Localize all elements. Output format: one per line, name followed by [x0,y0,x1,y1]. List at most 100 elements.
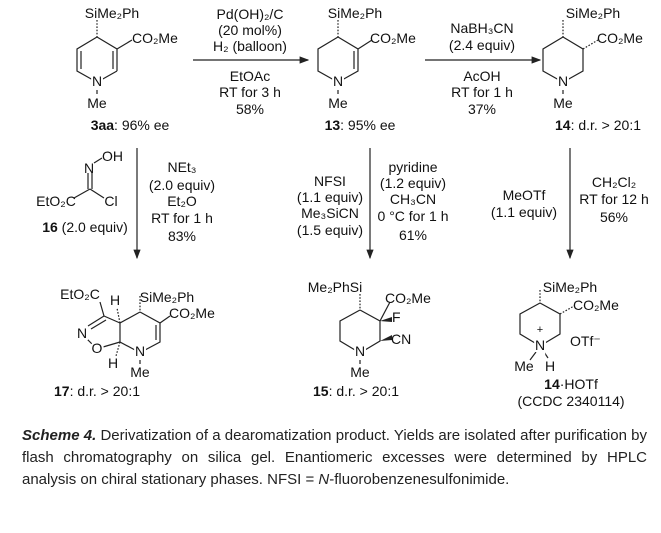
text-label: CO₂Me [370,30,416,46]
text-label: EtOAc [230,68,270,84]
scheme-number: Scheme 4. [22,427,97,444]
text-label: OH [102,148,123,164]
bond [89,188,105,199]
silyl-group-label: SiMe₂Ph [85,5,139,21]
text-label: MeOTf [503,187,546,203]
bond [90,319,107,330]
hashed-bond [559,305,575,315]
text-label: SiMe₂Ph [543,279,597,295]
svg-text:13: 95% ee: 13: 95% ee [325,117,396,133]
text-label: Cl [104,193,117,209]
text-label: : d.r. > 20:1 [329,383,400,399]
text-label: 37% [468,101,496,117]
text-label: N [558,73,568,89]
text-label: (1.5 equiv) [297,222,363,238]
text-label: (20 mol%) [218,22,282,38]
svg-text:14: d.r. > 20:1: 14: d.r. > 20:1 [555,117,641,133]
reaction-arrow-1: Pd(OH)₂/C (20 mol%) H₂ (balloon) EtOAc R… [193,6,310,117]
bond [102,341,121,348]
text-label: 0 °C for 1 h [378,208,449,224]
text-label: CH₃CN [390,191,436,207]
svg-text:16 (2.0 equiv): 16 (2.0 equiv) [42,219,128,235]
compound-label: 3aa: 96% ee [91,117,170,133]
text-label: SiMe₂Ph [140,289,194,305]
text-label: Me [553,95,573,111]
svg-text:15: d.r. > 20:1: 15: d.r. > 20:1 [313,383,399,399]
text-label: 56% [600,209,628,225]
text-label: H [110,292,120,308]
text-label: (2.4 equiv) [449,37,515,53]
scheme-caption: Scheme 4. Derivatization of a dearomatiz… [22,425,647,491]
text-label: H [545,358,555,374]
text-label: N [333,73,343,89]
text-label: Me [514,358,534,374]
bond [529,351,537,361]
reaction-arrow-3: N OH EtO₂C Cl 16 (2.0 equiv) NEt₃ (2.0 e… [36,148,215,260]
hashed-bond [115,341,121,357]
bond [85,337,93,345]
text-label: CO₂Me [385,290,431,306]
text-label: : d.r. > 20:1 [571,117,642,133]
text-label: 14 [544,376,560,392]
text-label: RT for 1 h [451,84,513,100]
text-label: 16 [42,219,58,235]
bond [542,36,564,81]
text-label: (2.0 equiv) [149,177,215,193]
text-label: Derivatization of a dearomatization prod… [22,427,647,488]
text-label: (1.1 equiv) [297,189,363,205]
bond [519,302,541,344]
text-label: CO₂Me [169,305,215,321]
compound-3aa: SiMe₂Ph CO₂Me N Me 3aa: 96% ee [76,5,178,133]
text-label: CH₂Cl₂ [592,174,636,190]
text-label: 14 [555,117,571,133]
text-label: EtO₂C [60,286,100,302]
text-label: 15 [313,383,329,399]
text-label: F [392,309,401,325]
reaction-scheme: SiMe₂Ph CO₂Me N Me 3aa: 96% ee Pd(OH)₂/C… [36,5,649,409]
bond [562,36,584,81]
bond [317,36,339,81]
methyl-label: Me [87,95,107,111]
text-label: + [537,324,543,336]
svg-text:17: d.r. > 20:1: 17: d.r. > 20:1 [54,383,140,399]
text-label: EtO₂C [36,193,76,209]
bond [103,315,121,324]
bond [87,315,105,327]
bond [379,301,391,322]
compound-14: SiMe₂Ph CO₂Me N Me 14: d.r. > 20:1 [542,5,643,133]
hashed-bond [582,39,599,50]
compound-13: SiMe₂Ph CO₂Me N Me 13: 95% ee [317,5,416,133]
ester-label: CO₂Me [132,30,178,46]
text-label: : 95% ee [340,117,395,133]
text-label: NEt₃ [167,159,196,175]
ccdc-number: (CCDC 2340114) [517,393,624,409]
bond [159,315,171,324]
text-label: Pd(OH)₂/C [217,6,284,22]
text-label: NaBH₃CN [450,20,513,36]
text-label: (1.1 equiv) [491,204,557,220]
text-label: AcOH [463,68,500,84]
compound-14-hotf: SiMe₂Ph CO₂Me + N Me H OTf⁻ 14·HOTf (CCD… [514,279,624,409]
text-label: H [108,355,118,371]
bond [119,311,141,351]
text-label: RT for 12 h [579,191,649,207]
text-label: RT for 1 h [151,210,213,226]
text-label: O [92,340,103,356]
bond [357,39,373,50]
bond [543,351,549,359]
bond [337,36,359,81]
compound-17: EtO₂C H SiMe₂Ph CO₂Me N O H N Me 17: d.r… [54,286,215,399]
text-label: : 96% ee [114,117,169,133]
text-label: N [77,325,87,341]
text-label: CO₂Me [597,30,643,46]
bond [139,311,161,351]
bond [73,188,91,199]
text-label: ·HOTf [560,376,598,392]
text-label: (2.0 equiv) [58,219,128,235]
text-label: Et₂O [167,193,197,209]
text-label: N [84,160,94,176]
reaction-arrow-2: NaBH₃CN (2.4 equiv) AcOH RT for 1 h 37% [425,20,542,117]
text-label: N [135,343,145,359]
bond [100,70,118,81]
